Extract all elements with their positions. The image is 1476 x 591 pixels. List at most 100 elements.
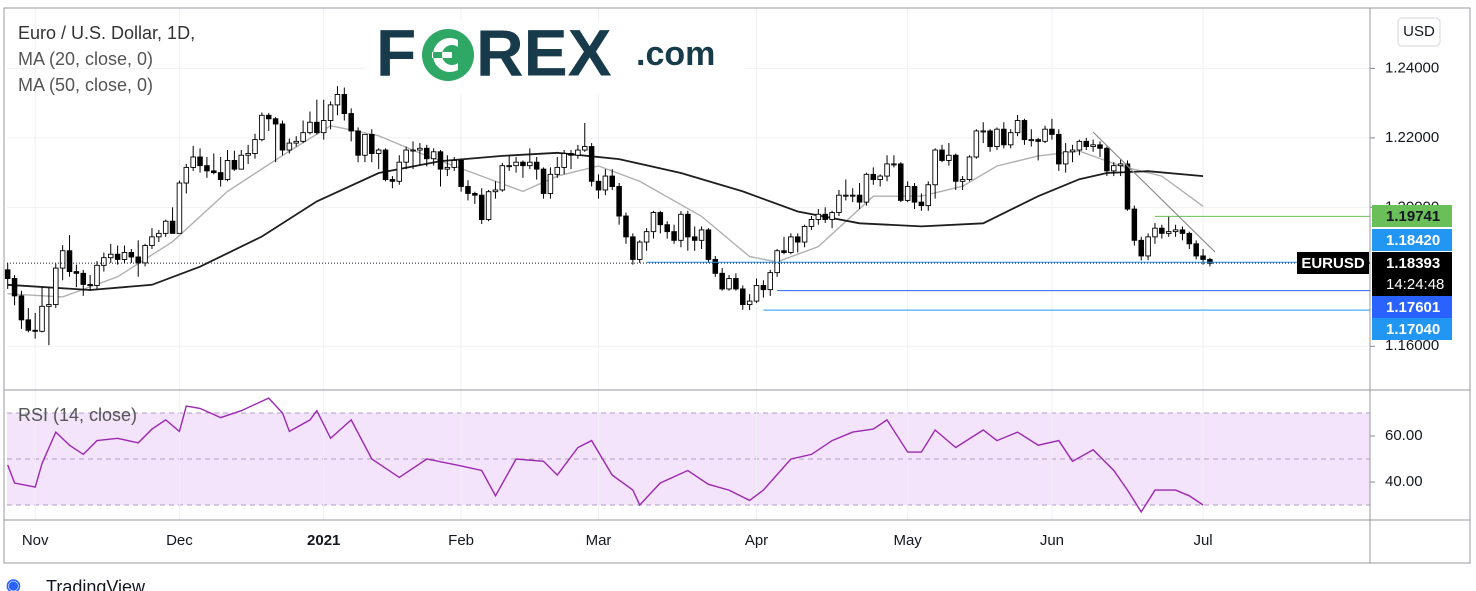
y-tick-label: 60.00 — [1385, 427, 1423, 444]
candle-body — [643, 231, 650, 243]
candle-body — [582, 146, 588, 151]
candle-body — [18, 295, 25, 321]
candle-body — [307, 121, 313, 134]
candle-body — [417, 147, 423, 151]
candle-body — [973, 130, 980, 158]
candle-body — [1111, 165, 1117, 172]
candle-body — [554, 166, 561, 175]
candle-body — [135, 256, 141, 264]
candle-body — [437, 151, 444, 170]
candle-body — [843, 194, 849, 197]
rsi-title: RSI (14, close) — [18, 405, 137, 425]
chart-title: Euro / U.S. Dollar, 1D, — [18, 23, 195, 43]
x-tick-label: Feb — [448, 532, 474, 549]
candle-body — [698, 229, 705, 241]
candle-body — [911, 186, 918, 203]
rsi-line — [7, 397, 1204, 514]
candle-body — [932, 149, 938, 186]
candle-body — [664, 224, 670, 233]
candle-body — [726, 278, 732, 290]
legend-entry: MA (20, close, 0) — [18, 49, 153, 69]
candle-body — [1042, 128, 1048, 142]
candle-body — [1186, 232, 1193, 245]
currency-button[interactable] — [1397, 17, 1441, 47]
candle-body — [1165, 231, 1172, 234]
candle-body — [630, 236, 636, 260]
candle-body — [272, 118, 279, 125]
candle-body — [1159, 227, 1165, 234]
symbol-label: EURUSD — [1301, 255, 1365, 272]
currency-label: USD — [1403, 23, 1435, 40]
candle-body — [746, 300, 753, 306]
candle-body — [485, 191, 492, 220]
y-tick-label: 1.22000 — [1385, 129, 1439, 146]
candle-body — [279, 123, 286, 151]
candle-body — [898, 163, 904, 201]
candle-body — [348, 113, 354, 132]
candle-body — [465, 186, 471, 194]
candle-body — [506, 165, 512, 168]
candle-body — [712, 258, 719, 274]
candle-body — [183, 166, 190, 184]
footer-icon: ◉ — [6, 575, 21, 591]
moving-average — [7, 151, 1204, 291]
candle-body — [217, 172, 224, 181]
candle-body — [80, 272, 87, 285]
candle-body — [190, 156, 196, 168]
candle-body — [265, 114, 272, 120]
price-label: 1.18420 — [1386, 232, 1440, 249]
candle-body — [705, 229, 712, 260]
candle-body — [211, 170, 217, 174]
candle-body — [925, 184, 932, 207]
logo-right: REX — [476, 15, 612, 89]
candle-body — [1193, 243, 1199, 257]
candle-body — [1138, 239, 1144, 257]
candle-body — [959, 179, 966, 182]
candle-body — [1104, 147, 1110, 172]
candle-body — [156, 232, 162, 238]
candle-body — [808, 219, 815, 227]
candle-body — [1035, 139, 1041, 142]
candle-body — [740, 288, 746, 306]
x-tick-label: Nov — [22, 532, 49, 549]
candle-body — [59, 250, 66, 269]
candle-body — [904, 186, 911, 201]
candle-body — [300, 132, 306, 142]
candle-body — [66, 250, 73, 273]
candle-body — [1056, 133, 1062, 165]
candle-body — [794, 236, 801, 243]
candle-body — [1200, 255, 1206, 260]
price-label: 1.17601 — [1386, 299, 1440, 316]
candle-body — [1179, 229, 1186, 234]
candle-body — [678, 213, 684, 241]
candle-body — [636, 241, 643, 260]
candle-body — [877, 175, 883, 181]
candle-body — [561, 153, 567, 168]
candle-body — [444, 166, 451, 170]
logo-icon — [432, 38, 458, 73]
candle-body — [403, 149, 409, 163]
candle-body — [1097, 144, 1103, 149]
candle-body — [142, 245, 148, 264]
candle-body — [884, 163, 890, 177]
candle-body — [891, 163, 897, 166]
candle-body — [1172, 229, 1179, 233]
candle-body — [1076, 140, 1083, 151]
plot: Nov Dec 2021 Feb Mar Apr May Jun Jul 1.24000 1.220… — [3, 7, 1471, 564]
candle-body — [430, 151, 437, 160]
candle-body — [540, 168, 547, 194]
candle-body — [224, 160, 231, 181]
candle-body — [691, 236, 698, 241]
footer: TradingView — [46, 577, 146, 591]
candle-body — [788, 236, 794, 253]
candle-body — [527, 161, 533, 167]
candle-body — [1090, 144, 1096, 148]
price-label-box — [1372, 229, 1452, 251]
candle-body — [616, 186, 622, 217]
candle-body — [204, 165, 210, 172]
candle-body — [492, 189, 499, 193]
candle-body — [1152, 227, 1158, 238]
x-tick-label: Apr — [745, 532, 768, 549]
candle-body — [513, 161, 519, 167]
candle-body — [128, 252, 135, 258]
